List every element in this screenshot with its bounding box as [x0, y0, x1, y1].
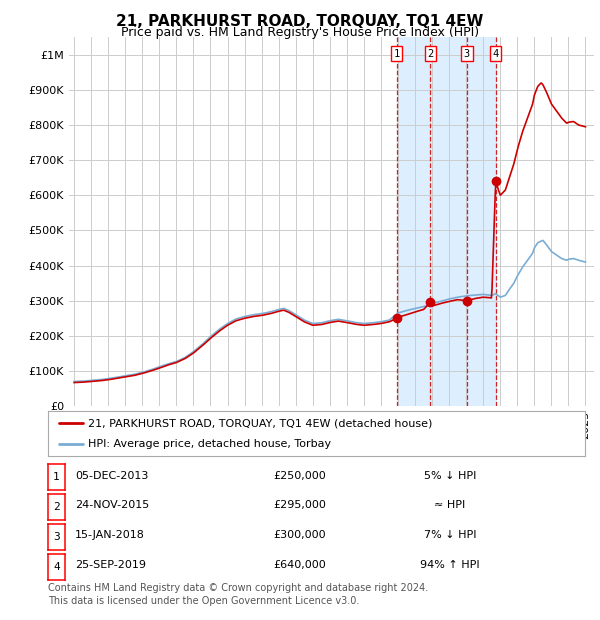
- Text: 5% ↓ HPI: 5% ↓ HPI: [424, 471, 476, 480]
- Text: 21, PARKHURST ROAD, TORQUAY, TQ1 4EW (detached house): 21, PARKHURST ROAD, TORQUAY, TQ1 4EW (de…: [88, 418, 433, 428]
- Text: 24-NOV-2015: 24-NOV-2015: [75, 500, 149, 510]
- Text: 94% ↑ HPI: 94% ↑ HPI: [420, 560, 480, 570]
- Text: 1: 1: [53, 472, 60, 482]
- Text: Contains HM Land Registry data © Crown copyright and database right 2024.
This d: Contains HM Land Registry data © Crown c…: [48, 583, 428, 606]
- Text: 2: 2: [53, 502, 60, 512]
- Text: HPI: Average price, detached house, Torbay: HPI: Average price, detached house, Torb…: [88, 438, 331, 449]
- Text: 3: 3: [53, 532, 60, 542]
- Text: 4: 4: [493, 49, 499, 59]
- Text: Price paid vs. HM Land Registry's House Price Index (HPI): Price paid vs. HM Land Registry's House …: [121, 26, 479, 39]
- Text: £640,000: £640,000: [274, 560, 326, 570]
- Text: 21, PARKHURST ROAD, TORQUAY, TQ1 4EW: 21, PARKHURST ROAD, TORQUAY, TQ1 4EW: [116, 14, 484, 29]
- Text: £250,000: £250,000: [274, 471, 326, 480]
- Text: ≈ HPI: ≈ HPI: [434, 500, 466, 510]
- Bar: [397, 37, 496, 406]
- Text: 25-SEP-2019: 25-SEP-2019: [75, 560, 146, 570]
- Text: £295,000: £295,000: [274, 500, 326, 510]
- Text: 2: 2: [427, 49, 433, 59]
- Text: 1: 1: [394, 49, 400, 59]
- Text: 05-DEC-2013: 05-DEC-2013: [75, 471, 148, 480]
- Text: 15-JAN-2018: 15-JAN-2018: [75, 530, 145, 540]
- Text: 3: 3: [464, 49, 470, 59]
- Text: £300,000: £300,000: [274, 530, 326, 540]
- Text: 7% ↓ HPI: 7% ↓ HPI: [424, 530, 476, 540]
- Text: 4: 4: [53, 562, 60, 572]
